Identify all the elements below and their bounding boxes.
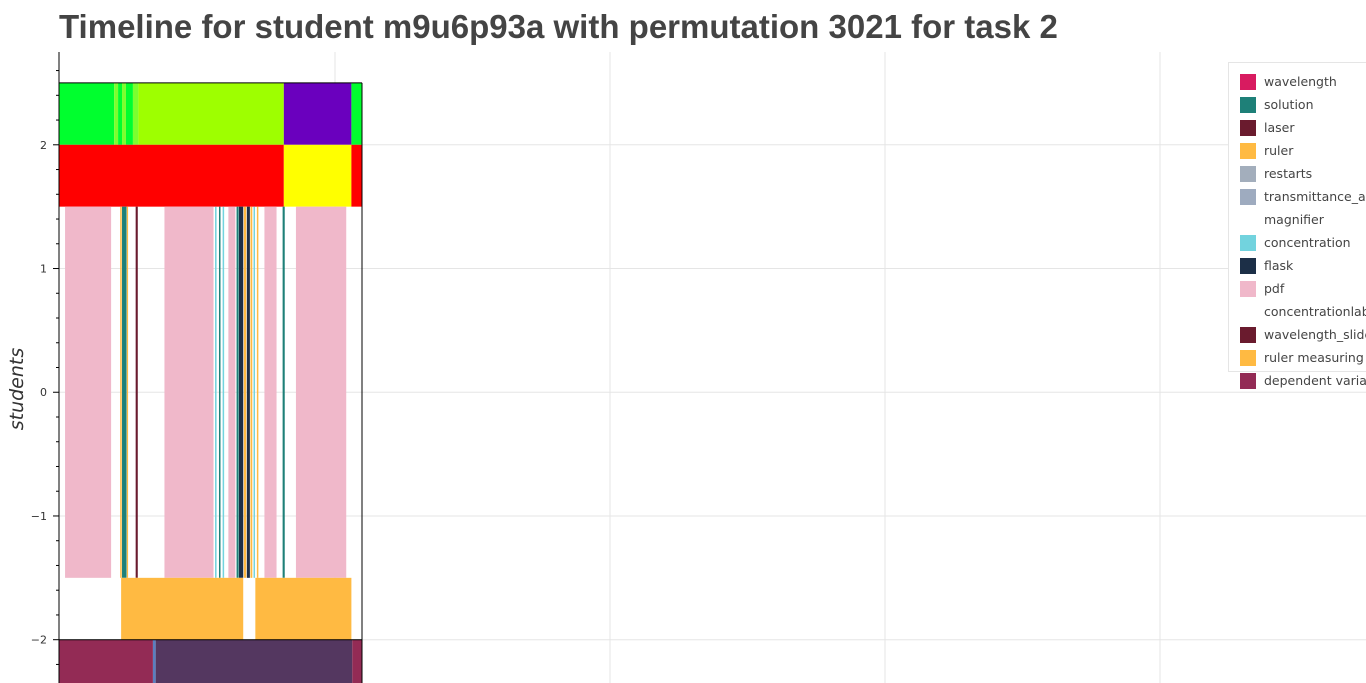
bar-row0-seg1: [114, 82, 119, 145]
bar-row0-seg0: [59, 82, 115, 145]
legend-swatch: [1240, 120, 1256, 136]
legend-swatch: [1240, 189, 1256, 205]
legend-label: wavelength_slider: [1264, 327, 1366, 342]
legend-label: flask: [1264, 258, 1294, 273]
legend-label: restarts: [1264, 166, 1313, 181]
legend-label: dependent variable: [1264, 373, 1366, 388]
bar-row1-seg2: [351, 144, 362, 207]
legend-label: laser: [1264, 120, 1295, 135]
bar-row2-seg14: [250, 206, 253, 578]
bar-row4-seg1: [152, 639, 156, 683]
bar-row2-seg19: [295, 206, 347, 578]
chart-title: Timeline for student m9u6p93a with permu…: [59, 8, 1058, 45]
y-tick-label-2: 0: [40, 386, 47, 399]
legend-swatch: [1240, 235, 1256, 251]
bar-row2-seg9: [228, 206, 236, 578]
legend-swatch: [1240, 373, 1256, 389]
legend-label: ruler: [1264, 143, 1294, 158]
bar-row0-seg4: [125, 82, 133, 145]
bar-row2-seg4: [135, 206, 138, 578]
legend-label: pdf: [1264, 281, 1285, 296]
bar-row2-seg1: [120, 206, 122, 578]
legend: wavelength solution laser ruler restarts tran…: [1228, 62, 1366, 389]
bar-row2-seg18: [282, 206, 285, 578]
legend-swatch: [1240, 97, 1256, 113]
bar-row0-seg7: [283, 82, 352, 145]
bar-row2-seg8: [222, 206, 225, 578]
legend-swatch: [1240, 281, 1256, 297]
bar-row2-seg16: [256, 206, 259, 578]
bar-row0-seg2: [118, 82, 123, 145]
legend-swatch: [1240, 258, 1256, 274]
bar-row4-seg0: [59, 639, 153, 683]
bar-row2-seg17: [264, 206, 277, 578]
bar-row4-seg3: [352, 639, 362, 683]
y-tick-label-0: 2: [40, 139, 47, 152]
bar-row2-seg6: [215, 206, 217, 578]
bar-row2-seg13: [246, 206, 250, 578]
y-tick-label-4: −2: [31, 634, 47, 647]
legend-swatch: [1240, 143, 1256, 159]
bar-row3-seg0: [121, 577, 244, 640]
bar-row2-seg3: [126, 206, 129, 578]
y-axis-label: students: [6, 348, 28, 431]
bar-row0-seg5: [132, 82, 139, 145]
bar-row2-seg15: [253, 206, 256, 578]
bar-row3-seg1: [255, 577, 352, 640]
y-tick-label-1: 1: [40, 263, 47, 276]
legend-swatch: [1240, 350, 1256, 366]
timeline-bars: [59, 82, 363, 683]
bar-row2-seg2: [122, 206, 127, 578]
bar-row2-seg12: [243, 206, 247, 578]
legend-label: concentration: [1264, 235, 1351, 250]
bar-row2-seg7: [218, 206, 221, 578]
legend-label: solution: [1264, 97, 1314, 112]
legend-label: magnifier: [1264, 212, 1324, 227]
legend-swatch: [1240, 212, 1256, 228]
bar-row2-seg0: [65, 206, 112, 578]
legend-swatch: [1240, 166, 1256, 182]
legend-label: concentrationlab: [1264, 304, 1366, 319]
legend-label: ruler measuring: [1264, 350, 1364, 365]
legend-label: transmittance_abs: [1264, 189, 1366, 204]
bar-row2-seg5: [164, 206, 214, 578]
legend-swatch: [1240, 304, 1256, 320]
y-axis: 2 1 0 −1 −2: [31, 52, 60, 683]
legend-label: wavelength: [1264, 74, 1337, 89]
bar-row2-seg10: [236, 206, 239, 578]
bar-row0-seg6: [138, 82, 284, 145]
bar-row1-seg1: [283, 144, 352, 207]
legend-swatch: [1240, 74, 1256, 90]
bar-row0-seg8: [351, 82, 362, 145]
bar-row1-seg0: [59, 144, 284, 207]
bar-row4-seg2: [155, 639, 353, 683]
y-tick-label-3: −1: [31, 510, 47, 523]
bar-row2-seg11: [238, 206, 244, 578]
legend-swatch: [1240, 327, 1256, 343]
bar-row0-seg3: [122, 82, 126, 145]
